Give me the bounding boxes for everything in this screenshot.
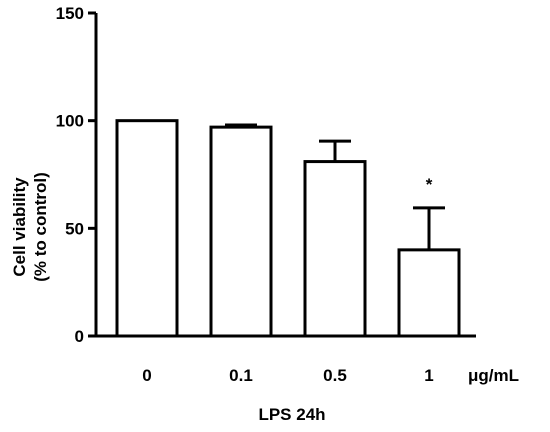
y-axis-label-line-1: Cell viability	[10, 177, 29, 277]
significance-marker: *	[426, 175, 433, 194]
x-tick-label: 1	[424, 366, 433, 385]
y-tick-label: 0	[75, 327, 84, 346]
bar	[303, 160, 367, 338]
bar	[397, 248, 461, 338]
x-tick-label: 0.1	[229, 366, 253, 385]
y-tick-label: 50	[65, 219, 84, 238]
x-axis-unit-label: μg/mL	[468, 366, 519, 385]
y-axis-label-line-2: (% to control)	[31, 172, 50, 282]
y-tick-label: 100	[56, 112, 84, 131]
bar	[209, 125, 273, 338]
bar	[115, 119, 179, 338]
x-tick-label: 0.5	[323, 366, 347, 385]
x-tick-label: 0	[142, 366, 151, 385]
y-tick-label: 150	[56, 4, 84, 23]
y-axis: 0 50 100 150	[56, 4, 98, 346]
x-axis: 0 0.1 0.5 1	[94, 334, 476, 385]
bars: *	[115, 119, 461, 338]
x-axis-label: LPS 24h	[258, 405, 325, 424]
